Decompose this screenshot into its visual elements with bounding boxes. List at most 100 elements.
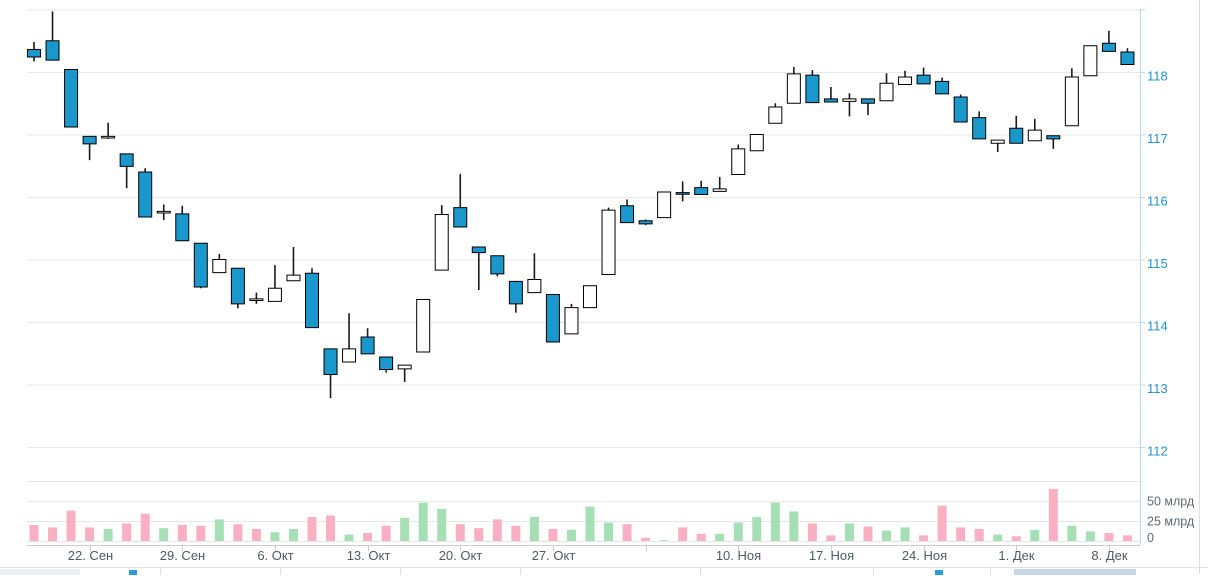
volume-bar[interactable]	[29, 525, 39, 541]
candle[interactable]	[527, 279, 542, 294]
volume-bar[interactable]	[529, 517, 539, 541]
volume-bar[interactable]	[993, 534, 1003, 541]
candle[interactable]	[230, 267, 245, 305]
candle[interactable]	[972, 117, 987, 140]
candle[interactable]	[694, 187, 709, 195]
volume-bar[interactable]	[974, 529, 984, 541]
volume-bar[interactable]	[937, 505, 947, 541]
volume-bar[interactable]	[641, 537, 651, 541]
volume-bar[interactable]	[474, 528, 484, 541]
volume-bar[interactable]	[270, 532, 280, 541]
volume-bar[interactable]	[196, 525, 206, 541]
candle[interactable]	[786, 73, 801, 104]
candle[interactable]	[1027, 129, 1042, 142]
candle[interactable]	[286, 274, 301, 282]
volume-bar[interactable]	[418, 502, 428, 541]
candle[interactable]	[1046, 135, 1061, 140]
volume-bar[interactable]	[122, 523, 132, 541]
candle[interactable]	[27, 49, 41, 58]
candle[interactable]	[193, 242, 208, 288]
candle[interactable]	[249, 298, 264, 301]
volume-bar[interactable]	[455, 524, 465, 541]
candle[interactable]	[1101, 42, 1116, 52]
candle[interactable]	[138, 171, 153, 218]
candle[interactable]	[953, 96, 968, 123]
volume-bar[interactable]	[233, 524, 243, 541]
volume-bar[interactable]	[604, 522, 614, 541]
candle[interactable]	[564, 307, 579, 335]
volume-bar[interactable]	[1011, 536, 1021, 541]
volume-bar[interactable]	[307, 517, 317, 541]
candle[interactable]	[675, 192, 690, 195]
candle[interactable]	[879, 82, 894, 102]
candle[interactable]	[453, 207, 468, 228]
volume-bar[interactable]	[956, 527, 966, 541]
candle[interactable]	[416, 299, 431, 353]
volume-bar[interactable]	[381, 525, 391, 541]
volume-bar[interactable]	[919, 535, 929, 541]
candle[interactable]	[860, 98, 875, 104]
volume-bar[interactable]	[900, 527, 910, 541]
candle[interactable]	[342, 348, 357, 363]
volume-bar[interactable]	[251, 529, 261, 541]
candle[interactable]	[1083, 45, 1098, 77]
candle[interactable]	[731, 148, 746, 175]
candle[interactable]	[712, 188, 727, 192]
volume-bar[interactable]	[789, 511, 799, 541]
volume-bar[interactable]	[363, 533, 373, 541]
candle[interactable]	[1064, 76, 1079, 127]
volume-bar[interactable]	[177, 525, 187, 541]
candle[interactable]	[304, 272, 319, 329]
volume-bar[interactable]	[715, 533, 725, 541]
volume-bar[interactable]	[882, 530, 892, 541]
candle[interactable]	[379, 356, 394, 370]
volume-bar[interactable]	[622, 524, 632, 541]
candle[interactable]	[842, 98, 857, 102]
volume-bar[interactable]	[344, 534, 354, 541]
volume-bar[interactable]	[159, 528, 169, 541]
candle[interactable]	[898, 76, 913, 85]
candle[interactable]	[267, 287, 282, 302]
volume-bar[interactable]	[1085, 531, 1095, 541]
candle[interactable]	[638, 220, 653, 225]
volume-bar[interactable]	[678, 527, 688, 541]
candle[interactable]	[545, 294, 560, 343]
candle[interactable]	[823, 98, 838, 103]
volume-bar[interactable]	[1122, 535, 1132, 541]
candle[interactable]	[990, 139, 1005, 144]
candle[interactable]	[749, 134, 764, 152]
volume-bar[interactable]	[400, 517, 410, 541]
candle[interactable]	[471, 246, 486, 254]
candle[interactable]	[768, 106, 783, 124]
candle[interactable]	[620, 205, 635, 224]
volume-bar[interactable]	[844, 523, 854, 541]
volume-bar[interactable]	[214, 519, 224, 541]
volume-bar[interactable]	[140, 513, 150, 541]
candle[interactable]	[119, 153, 134, 167]
volume-bar[interactable]	[1030, 529, 1040, 541]
volume-bar[interactable]	[733, 522, 743, 541]
volume-bar[interactable]	[696, 533, 706, 541]
candle[interactable]	[916, 74, 931, 85]
volume-bar[interactable]	[103, 529, 113, 541]
volume-bar[interactable]	[1067, 525, 1077, 541]
volume-bar[interactable]	[85, 527, 95, 541]
candle[interactable]	[1009, 127, 1024, 144]
candle[interactable]	[360, 336, 375, 355]
candle[interactable]	[175, 213, 190, 242]
volume-bar[interactable]	[492, 519, 502, 541]
candle[interactable]	[397, 364, 412, 370]
volume-bar[interactable]	[826, 535, 836, 541]
volume-bar[interactable]	[48, 527, 58, 541]
candle[interactable]	[101, 135, 116, 139]
volume-bar[interactable]	[770, 502, 780, 541]
scrollbar-thumb[interactable]	[1014, 569, 1136, 575]
candle[interactable]	[601, 209, 616, 275]
candle[interactable]	[508, 280, 523, 305]
volume-bar[interactable]	[1104, 533, 1114, 541]
volume-bar[interactable]	[548, 529, 558, 541]
volume-bar[interactable]	[752, 517, 762, 541]
candle[interactable]	[45, 40, 60, 61]
volume-bar[interactable]	[585, 506, 595, 541]
candle[interactable]	[582, 285, 597, 309]
